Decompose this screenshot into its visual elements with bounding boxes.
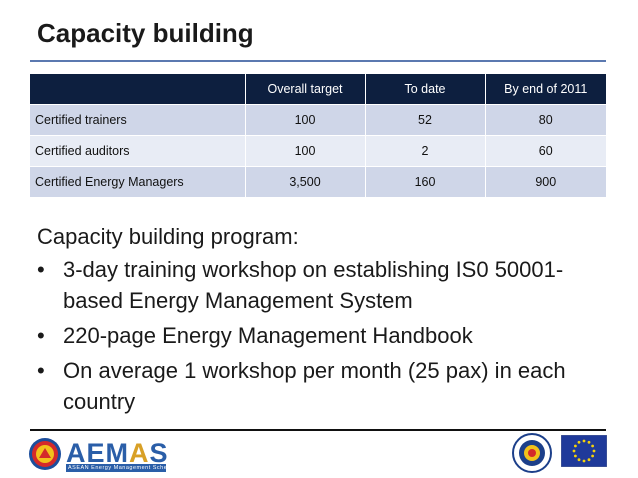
row-label: Certified trainers bbox=[30, 104, 246, 136]
asean-emblem-icon bbox=[29, 438, 61, 470]
table-row: Certified Energy Managers 3,500 160 900 bbox=[30, 166, 606, 197]
page-title: Capacity building bbox=[37, 18, 254, 48]
table-row: Certified auditors 100 2 60 bbox=[30, 135, 606, 167]
bullet-icon: • bbox=[37, 323, 45, 348]
title-divider bbox=[30, 60, 606, 62]
bullet-text: On average 1 workshop per month (25 pax)… bbox=[63, 358, 566, 414]
bullet-text: 3-day training workshop on establishing … bbox=[63, 257, 564, 313]
table-cell: 80 bbox=[485, 104, 606, 136]
table-cell: 900 bbox=[485, 166, 606, 197]
capacity-table: Overall target To date By end of 2011 Ce… bbox=[30, 74, 606, 197]
bullet-icon: • bbox=[37, 257, 45, 282]
table-cell: 100 bbox=[245, 135, 366, 167]
table-header-row: Overall target To date By end of 2011 bbox=[30, 74, 606, 105]
slide-body: Capacity building program: • 3-day traini… bbox=[37, 221, 597, 421]
list-item: • 3-day training workshop on establishing… bbox=[37, 254, 597, 316]
table-cell: 160 bbox=[365, 166, 486, 197]
list-item: • 220-page Energy Management Handbook bbox=[37, 320, 597, 351]
header-cell: By end of 2011 bbox=[485, 74, 606, 105]
table-row: Certified trainers 100 52 80 bbox=[30, 104, 606, 136]
list-item: • On average 1 workshop per month (25 pax… bbox=[37, 355, 597, 417]
logo-wordmark: AEMAS bbox=[66, 438, 169, 468]
header-cell bbox=[30, 74, 246, 105]
bullet-list: • 3-day training workshop on establishing… bbox=[37, 254, 597, 417]
table-cell: 60 bbox=[485, 135, 606, 167]
logo-bar bbox=[66, 464, 166, 472]
row-label: Certified auditors bbox=[30, 135, 246, 167]
header-cell: Overall target bbox=[245, 74, 366, 105]
seal-icon bbox=[512, 433, 552, 473]
logo-subtitle: ASEAN Energy Management Scheme bbox=[68, 465, 176, 471]
bullet-text: 220-page Energy Management Handbook bbox=[63, 323, 473, 348]
table-cell: 3,500 bbox=[245, 166, 366, 197]
table-cell: 100 bbox=[245, 104, 366, 136]
footer-divider bbox=[30, 429, 606, 431]
header-cell: To date bbox=[365, 74, 486, 105]
bullet-icon: • bbox=[37, 358, 45, 383]
table-cell: 52 bbox=[365, 104, 486, 136]
aemas-logo: AEMAS ASEAN Energy Management Scheme bbox=[28, 437, 175, 473]
lead-text: Capacity building program: bbox=[37, 224, 299, 249]
eu-flag-icon bbox=[561, 435, 607, 467]
row-label: Certified Energy Managers bbox=[30, 166, 246, 197]
table-cell: 2 bbox=[365, 135, 486, 167]
